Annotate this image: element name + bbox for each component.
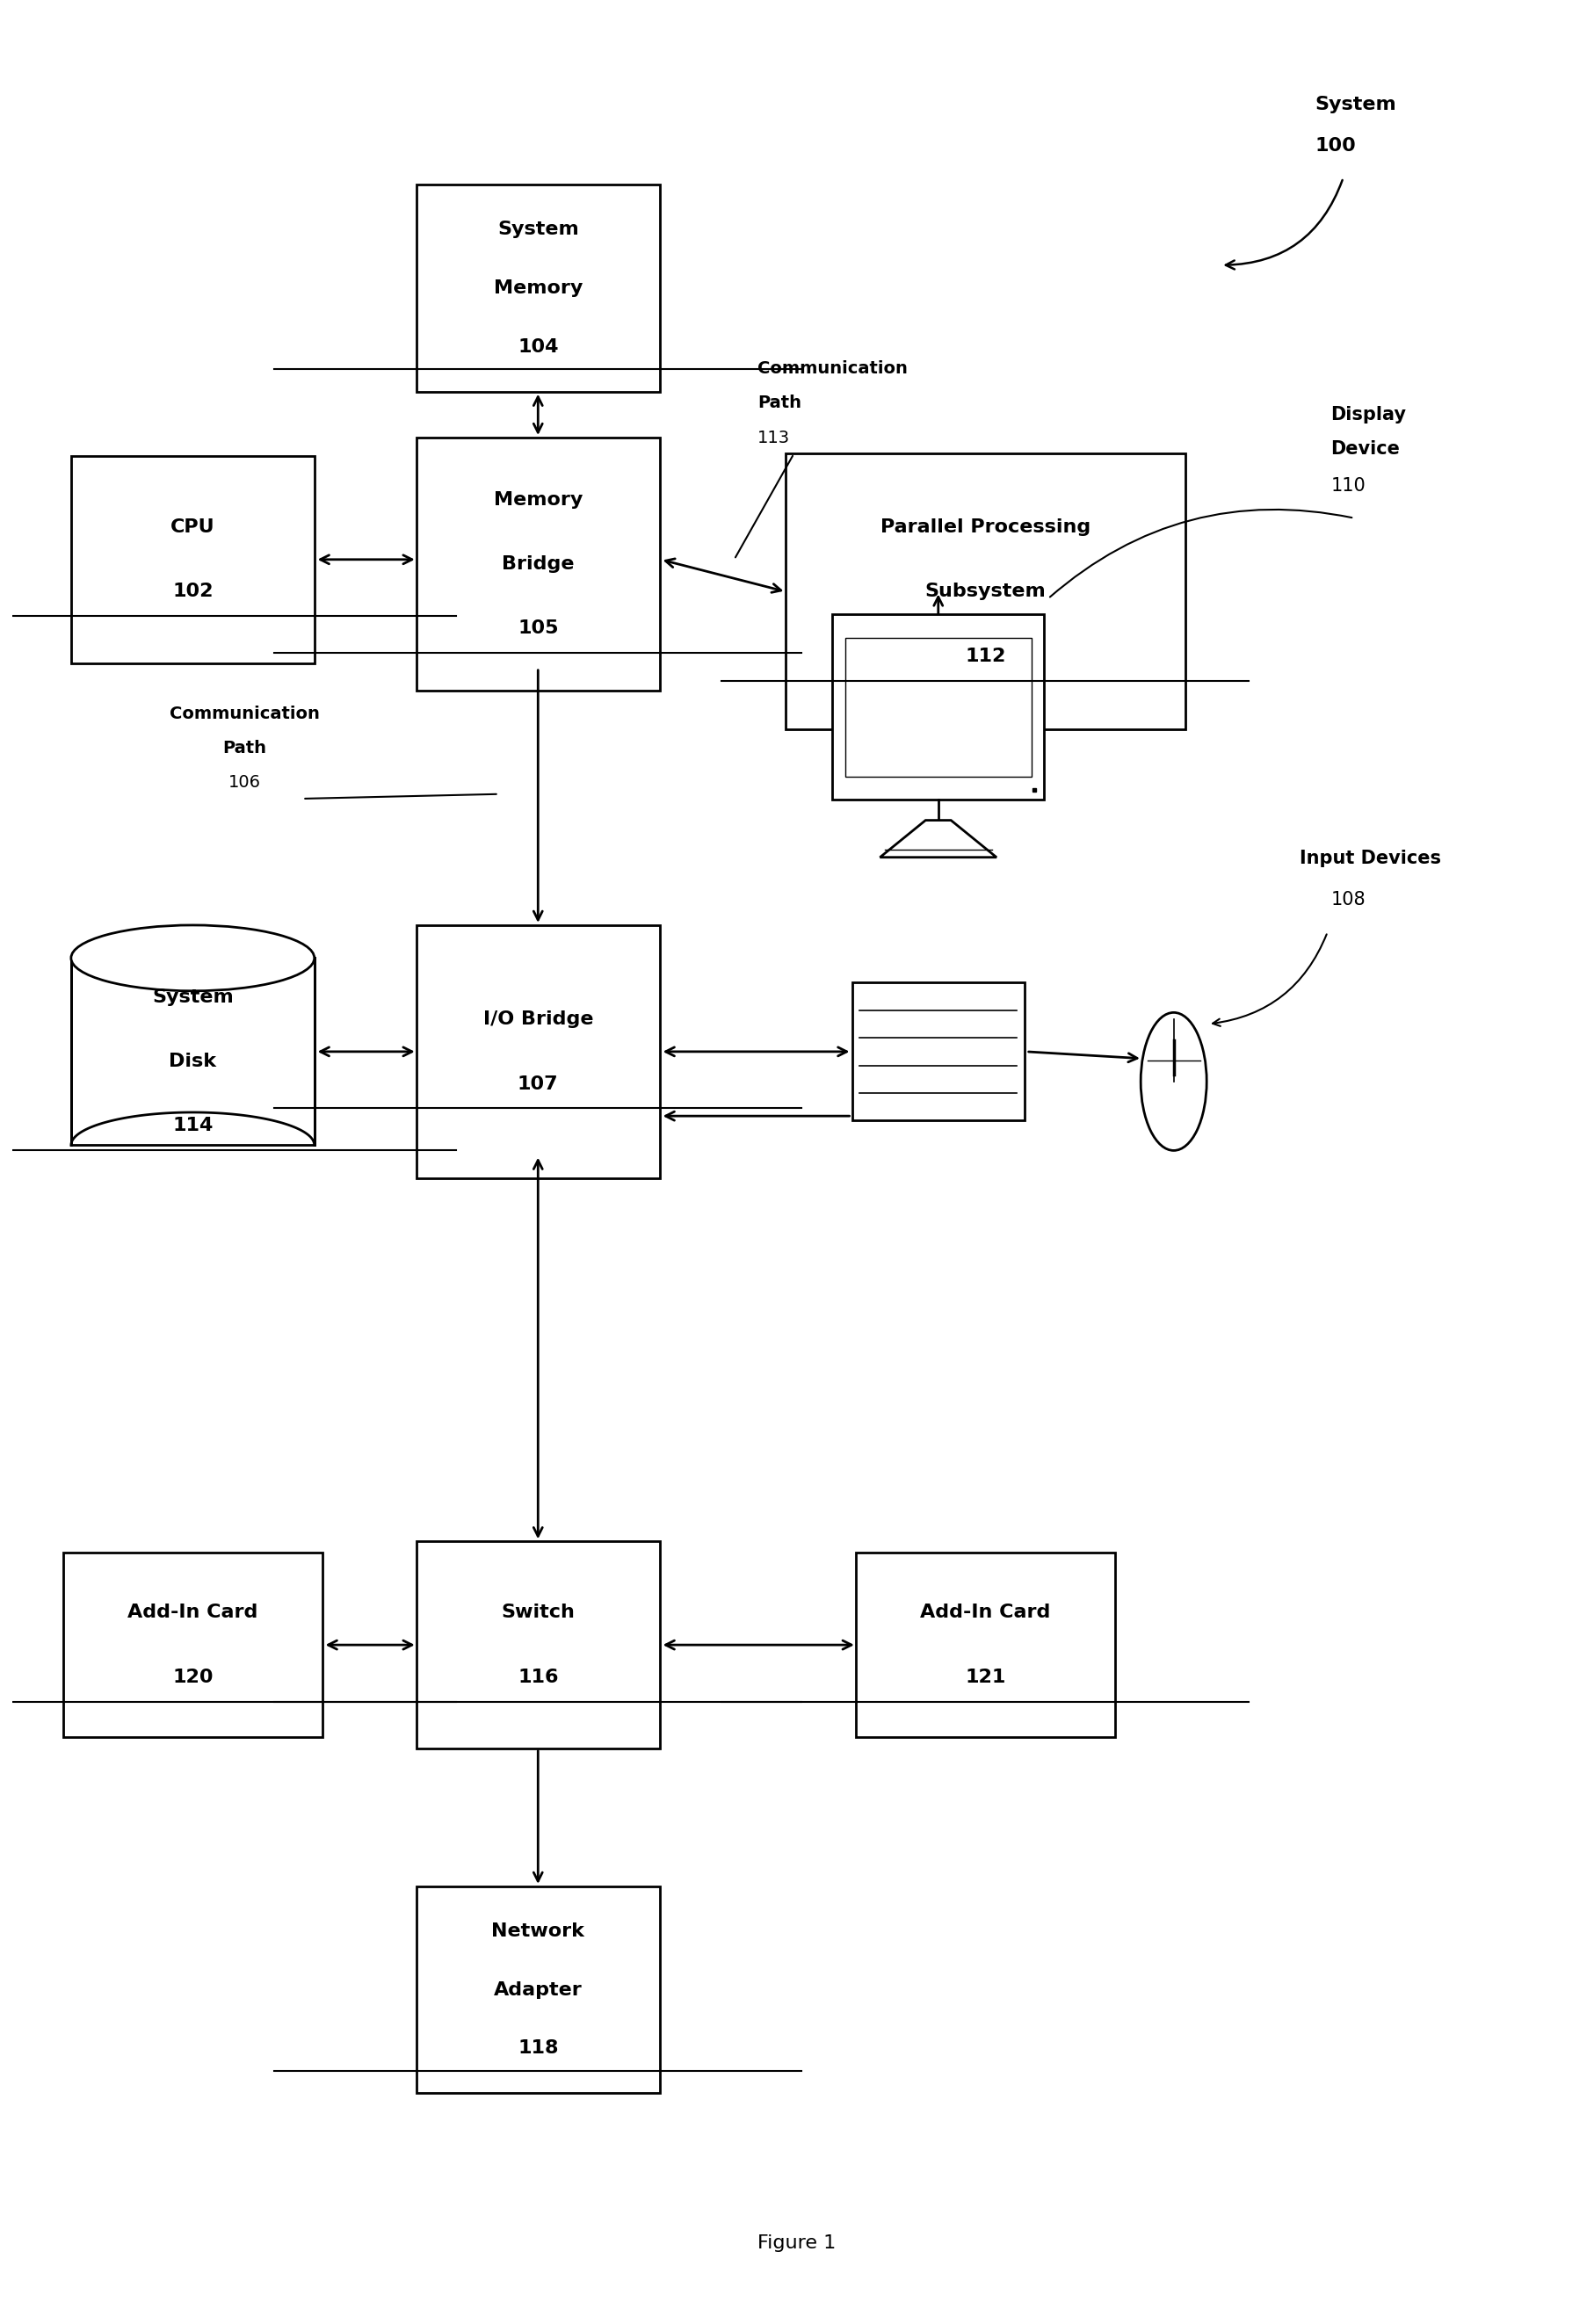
Bar <box>72 456 314 662</box>
Text: System: System <box>1315 95 1396 114</box>
FancyArrowPatch shape <box>735 456 792 558</box>
Text: Memory: Memory <box>494 279 582 297</box>
Text: Parallel Processing: Parallel Processing <box>880 518 1090 537</box>
Text: Input Devices: Input Devices <box>1299 851 1441 867</box>
Text: I/O Bridge: I/O Bridge <box>483 1011 593 1027</box>
Text: Network: Network <box>491 1922 585 1941</box>
Text: Display: Display <box>1331 407 1406 423</box>
Text: 105: 105 <box>518 621 558 637</box>
Ellipse shape <box>72 925 314 990</box>
Bar <box>416 925 660 1178</box>
Text: Add-In Card: Add-In Card <box>128 1604 258 1622</box>
Text: CPU: CPU <box>171 518 215 537</box>
Text: 120: 120 <box>172 1669 214 1685</box>
Bar <box>416 1541 660 1748</box>
Text: Figure 1: Figure 1 <box>757 2233 837 2252</box>
FancyArrowPatch shape <box>1226 179 1342 270</box>
FancyArrowPatch shape <box>304 795 496 799</box>
Text: Add-In Card: Add-In Card <box>920 1604 1050 1622</box>
Text: 114: 114 <box>172 1118 214 1134</box>
Text: 110: 110 <box>1331 476 1366 495</box>
Bar <box>64 1552 322 1736</box>
Bar <box>851 983 1025 1120</box>
Text: Path: Path <box>223 739 266 755</box>
Text: System: System <box>151 988 233 1006</box>
Text: Path: Path <box>757 395 802 411</box>
Text: 113: 113 <box>757 430 791 446</box>
Bar <box>856 1552 1114 1736</box>
Bar <box>845 639 1031 776</box>
Text: 112: 112 <box>964 648 1006 665</box>
Polygon shape <box>880 820 996 858</box>
Ellipse shape <box>72 1113 314 1178</box>
Text: 104: 104 <box>518 337 558 356</box>
Bar <box>786 453 1186 730</box>
FancyArrowPatch shape <box>1213 934 1326 1027</box>
Text: 118: 118 <box>518 2040 558 2057</box>
Bar <box>416 184 660 393</box>
Text: Communication: Communication <box>169 704 319 723</box>
Text: 116: 116 <box>518 1669 558 1685</box>
Text: Device: Device <box>1331 439 1400 458</box>
Text: Switch: Switch <box>501 1604 575 1622</box>
Bar <box>416 1887 660 2094</box>
Text: Bridge: Bridge <box>502 555 574 574</box>
Text: 102: 102 <box>172 583 214 600</box>
Text: Subsystem: Subsystem <box>925 583 1046 600</box>
Bar <box>72 957 314 1146</box>
Text: Disk: Disk <box>169 1053 217 1071</box>
Text: 108: 108 <box>1331 890 1366 909</box>
Text: Memory: Memory <box>494 490 582 509</box>
Text: System: System <box>497 221 579 239</box>
Bar <box>416 437 660 690</box>
Text: 121: 121 <box>964 1669 1006 1685</box>
FancyArrowPatch shape <box>1050 509 1352 597</box>
Text: Communication: Communication <box>757 360 909 376</box>
Ellipse shape <box>1141 1013 1207 1150</box>
Bar <box>832 614 1044 799</box>
Text: Adapter: Adapter <box>494 1980 582 1999</box>
Text: 100: 100 <box>1315 137 1356 153</box>
Text: 107: 107 <box>518 1076 558 1092</box>
Text: 106: 106 <box>228 774 261 790</box>
